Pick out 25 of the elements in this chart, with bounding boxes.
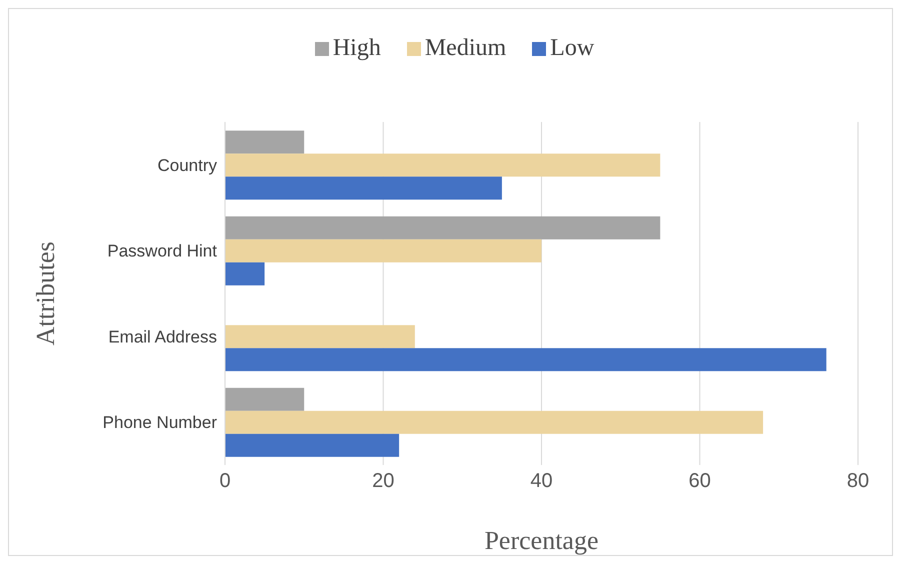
bar	[225, 176, 502, 200]
x-axis-title: Percentage	[484, 526, 599, 555]
y-tick-label: Phone Number	[102, 413, 218, 432]
legend-label: Low	[549, 35, 594, 62]
bar	[225, 262, 265, 286]
legend-label: Medium	[424, 35, 506, 62]
y-axis-title: Attributes	[31, 242, 60, 346]
bar	[225, 388, 304, 411]
x-tick-label: 0	[219, 470, 231, 492]
y-tick-label: Password Hint	[107, 242, 218, 261]
bar	[225, 130, 304, 154]
x-tick-label: 40	[530, 470, 553, 492]
y-tick-label: Country	[157, 156, 218, 175]
x-tick-label: 80	[846, 470, 870, 492]
bar	[225, 239, 542, 262]
bar	[225, 348, 826, 372]
bar	[225, 154, 660, 177]
y-tick-label: Email Address	[108, 327, 217, 346]
bar	[225, 216, 660, 240]
bar	[225, 325, 415, 348]
x-tick-label: 60	[688, 470, 711, 492]
bar	[225, 434, 400, 457]
x-tick-label: 20	[372, 470, 394, 492]
bar	[225, 410, 764, 434]
legend-label: High	[332, 35, 381, 62]
